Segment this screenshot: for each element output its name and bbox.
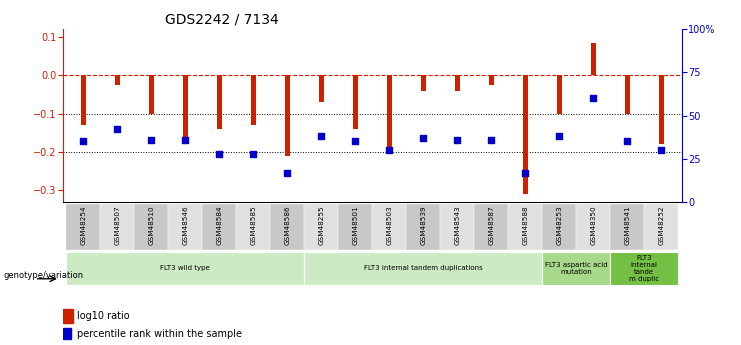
- Point: [519, 170, 531, 175]
- Point: [78, 139, 90, 144]
- Point: [213, 151, 225, 156]
- Text: GSM48588: GSM48588: [522, 205, 528, 245]
- Bar: [183, 75, 188, 140]
- Bar: [285, 75, 290, 156]
- Point: [247, 151, 259, 156]
- Text: GSM48501: GSM48501: [353, 205, 359, 245]
- Point: [622, 139, 634, 144]
- Point: [316, 134, 328, 139]
- Bar: [250, 75, 256, 125]
- Bar: [134, 204, 168, 250]
- Point: [282, 170, 293, 175]
- Bar: [217, 75, 222, 129]
- Point: [111, 127, 123, 132]
- Bar: [100, 204, 134, 250]
- Bar: [611, 204, 645, 250]
- Bar: [270, 204, 305, 250]
- Bar: [305, 252, 542, 285]
- Text: GSM48503: GSM48503: [386, 205, 392, 245]
- Point: [485, 137, 497, 142]
- Bar: [611, 252, 678, 285]
- Text: GSM48543: GSM48543: [454, 205, 460, 245]
- Text: GSM48252: GSM48252: [658, 205, 665, 245]
- Bar: [67, 252, 305, 285]
- Point: [417, 135, 429, 141]
- Point: [655, 147, 667, 153]
- Text: percentile rank within the sample: percentile rank within the sample: [77, 329, 242, 339]
- Text: genotype/variation: genotype/variation: [4, 272, 84, 280]
- Text: FLT3 wild type: FLT3 wild type: [161, 265, 210, 271]
- Point: [383, 147, 395, 153]
- Bar: [81, 75, 86, 125]
- Point: [554, 134, 565, 139]
- Bar: [63, 309, 73, 323]
- Bar: [202, 204, 236, 250]
- Text: GDS2242 / 7134: GDS2242 / 7134: [165, 12, 279, 26]
- Point: [451, 137, 463, 142]
- Bar: [319, 75, 324, 102]
- Bar: [339, 204, 372, 250]
- Bar: [474, 204, 508, 250]
- Text: GSM48507: GSM48507: [114, 205, 120, 245]
- Bar: [236, 204, 270, 250]
- Bar: [556, 75, 562, 114]
- Bar: [523, 75, 528, 194]
- Bar: [372, 204, 406, 250]
- Text: GSM48255: GSM48255: [319, 205, 325, 245]
- Bar: [67, 204, 100, 250]
- Bar: [305, 204, 339, 250]
- Text: GSM48584: GSM48584: [216, 205, 222, 245]
- Text: GSM48254: GSM48254: [80, 205, 87, 245]
- Bar: [353, 75, 358, 129]
- Text: FLT3 internal tandem duplications: FLT3 internal tandem duplications: [364, 265, 482, 271]
- Bar: [625, 75, 630, 114]
- Bar: [421, 75, 426, 91]
- Bar: [508, 204, 542, 250]
- Bar: [440, 204, 474, 250]
- Point: [179, 137, 191, 142]
- Bar: [542, 204, 576, 250]
- Text: GSM48587: GSM48587: [488, 205, 494, 245]
- Text: FLT3 aspartic acid
mutation: FLT3 aspartic acid mutation: [545, 262, 608, 275]
- Bar: [455, 75, 460, 91]
- Text: GSM48510: GSM48510: [148, 205, 154, 245]
- Bar: [63, 328, 71, 339]
- Text: GSM48585: GSM48585: [250, 205, 256, 245]
- Text: GSM48546: GSM48546: [182, 205, 188, 245]
- Point: [588, 96, 599, 101]
- Bar: [542, 252, 611, 285]
- Bar: [406, 204, 440, 250]
- Text: log10 ratio: log10 ratio: [77, 311, 130, 321]
- Point: [350, 139, 362, 144]
- Bar: [115, 75, 120, 85]
- Bar: [659, 75, 664, 144]
- Text: GSM48350: GSM48350: [591, 205, 597, 245]
- Point: [145, 137, 157, 142]
- Bar: [645, 204, 678, 250]
- Bar: [489, 75, 494, 85]
- Text: GSM48586: GSM48586: [285, 205, 290, 245]
- Text: FLT3
internal
tande
m duplic: FLT3 internal tande m duplic: [629, 255, 659, 282]
- Text: GSM48541: GSM48541: [625, 205, 631, 245]
- Text: GSM48539: GSM48539: [420, 205, 426, 245]
- Bar: [387, 75, 392, 148]
- Text: GSM48253: GSM48253: [556, 205, 562, 245]
- Bar: [168, 204, 202, 250]
- Bar: [591, 43, 596, 75]
- Bar: [576, 204, 611, 250]
- Bar: [149, 75, 154, 114]
